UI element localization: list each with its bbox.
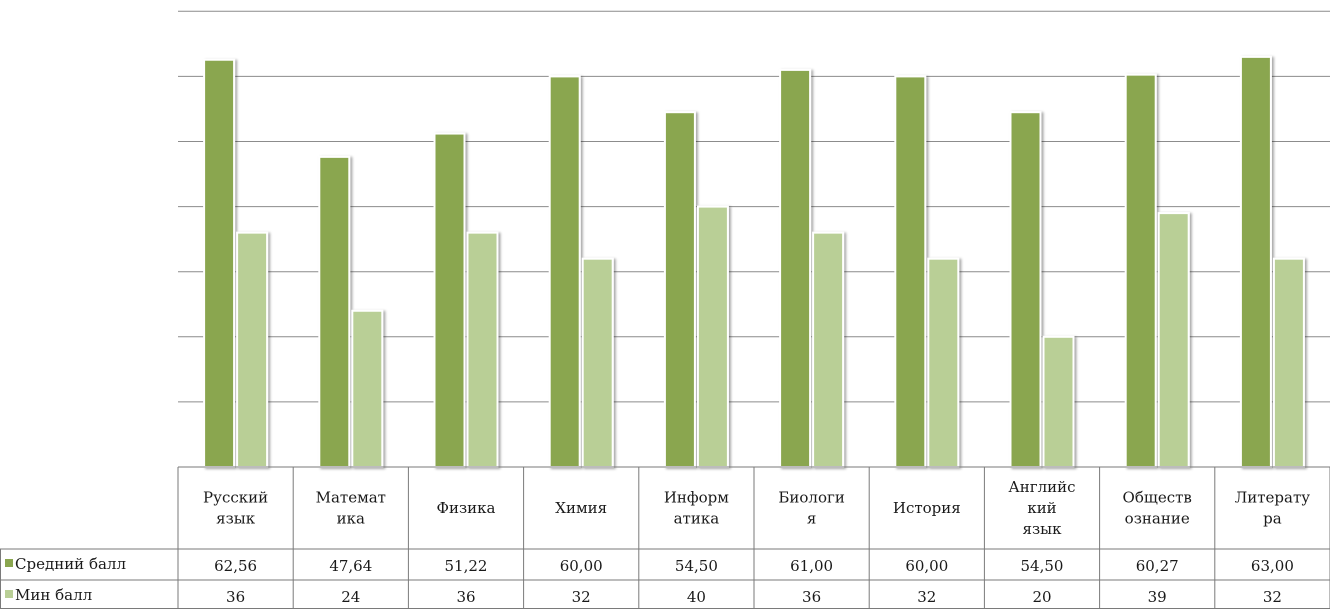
avg-value-4: 60,00 [560,557,603,575]
category-label-line: ика [337,510,365,528]
category-label: Биологи я [778,489,844,528]
category-label: Химия [555,499,607,517]
data-table: Русский язык Математ ика Физика Химия Информ ат… [0,466,1330,609]
gridlines [178,10,1330,468]
category-label: Обществ ознание [1123,489,1192,528]
min-value-5: 40 [687,588,706,606]
category-label-line: Химия [555,499,607,517]
bars [203,55,1305,469]
category-label-line: Русский [203,489,268,507]
bar-avg-10 [1239,55,1272,469]
min-value-1: 36 [226,588,245,606]
bar-min-1 [236,231,269,468]
avg-value-5: 54,50 [675,557,718,575]
category-label-line: Информ [664,489,729,507]
category-label-line: язык [1023,520,1063,538]
category-label-line: язык [216,510,256,528]
category-label: Русский язык [203,489,268,528]
bar-min-2 [351,309,384,469]
bar-min-9 [1157,212,1190,468]
legend-label: Мин балл [15,586,92,604]
category-label-line: ра [1263,510,1282,528]
category-label-line: Литерату [1235,489,1311,507]
min-value-3: 36 [456,588,475,606]
bar-min-7 [927,257,960,468]
bar-min-4 [581,257,614,468]
category-label-line: кий [1027,499,1056,517]
avg-value-9: 60,27 [1136,557,1179,575]
legend-swatch [5,559,13,567]
avg-value-2: 47,64 [329,557,372,575]
bar-avg-3 [433,132,466,468]
bar-min-10 [1272,257,1305,468]
bar-min-3 [466,231,499,468]
category-label-line: Физика [437,499,496,517]
category-label-line: Английс [1008,478,1075,496]
legend-label: Средний балл [15,555,126,573]
legend-swatch [5,590,13,598]
avg-value-8: 54,50 [1021,557,1064,575]
bar-avg-8 [1009,111,1042,469]
category-label-line: атика [674,510,720,528]
category-label-line: ознание [1125,510,1190,528]
min-value-2: 24 [341,588,360,606]
bar-avg-5 [663,111,696,469]
category-label-line: История [893,499,961,517]
avg-value-10: 63,00 [1251,557,1294,575]
min-value-8: 20 [1032,588,1051,606]
category-label: Информ атика [664,489,729,528]
bar-min-5 [696,205,729,468]
avg-value-6: 61,00 [790,557,833,575]
min-value-10: 32 [1263,588,1282,606]
min-value-9: 39 [1148,588,1167,606]
category-label: История [893,499,961,517]
avg-value-1: 62,56 [214,557,257,575]
bar-avg-9 [1124,73,1157,468]
category-label: Английс кий язык [1008,478,1075,538]
min-value-7: 32 [917,588,936,606]
bar-avg-7 [894,75,927,469]
category-label: Физика [437,499,496,517]
category-label-line: я [807,510,816,528]
category-label: Математ ика [316,489,386,528]
category-label-line: Биологи [778,489,844,507]
bar-min-8 [1042,335,1075,468]
avg-value-3: 51,22 [445,557,488,575]
bar-avg-1 [203,58,236,468]
category-label-line: Обществ [1123,489,1192,507]
bar-avg-6 [779,68,812,468]
category-label-line: Математ [316,489,386,507]
bar-avg-2 [318,155,351,469]
category-label: Литерату ра [1235,489,1311,528]
bar-min-6 [812,231,845,468]
avg-value-7: 60,00 [905,557,948,575]
bar-avg-4 [548,75,581,469]
min-value-4: 32 [572,588,591,606]
min-value-6: 36 [802,588,821,606]
